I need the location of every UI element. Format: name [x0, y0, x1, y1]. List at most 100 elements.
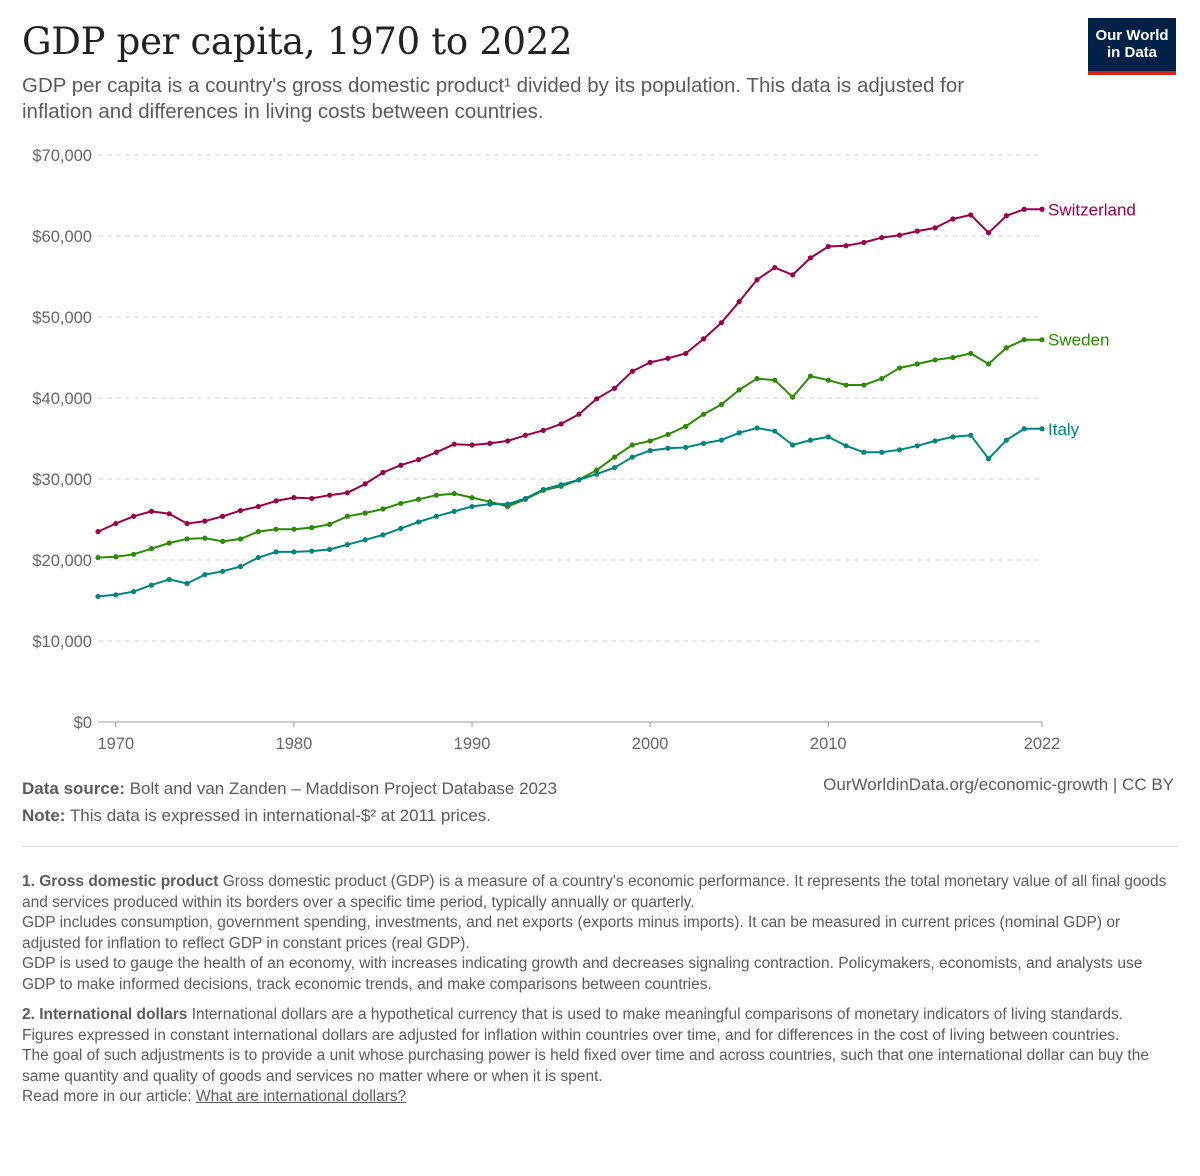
data-point-italy[interactable]	[647, 448, 653, 454]
data-point-italy[interactable]	[629, 454, 635, 460]
data-point-sweden[interactable]	[683, 423, 689, 429]
data-point-sweden[interactable]	[291, 526, 297, 532]
data-point-switzerland[interactable]	[558, 421, 564, 427]
data-point-italy[interactable]	[451, 508, 457, 514]
data-point-switzerland[interactable]	[754, 277, 760, 283]
data-point-sweden[interactable]	[433, 492, 440, 498]
data-point-italy[interactable]	[932, 438, 938, 444]
data-point-italy[interactable]	[879, 449, 885, 455]
data-point-sweden[interactable]	[932, 357, 938, 363]
data-point-sweden[interactable]	[380, 506, 386, 512]
data-point-switzerland[interactable]	[665, 355, 671, 361]
data-point-switzerland[interactable]	[469, 442, 475, 448]
data-point-sweden[interactable]	[255, 529, 261, 535]
data-point-switzerland[interactable]	[611, 385, 618, 391]
data-point-italy[interactable]	[861, 449, 867, 455]
data-point-sweden[interactable]	[968, 350, 974, 357]
data-point-sweden[interactable]	[148, 546, 155, 552]
data-point-sweden[interactable]	[825, 377, 831, 383]
data-point-sweden[interactable]	[398, 500, 404, 506]
data-point-italy[interactable]	[985, 456, 992, 462]
data-point-switzerland[interactable]	[131, 513, 137, 519]
data-point-italy[interactable]	[522, 495, 529, 502]
data-point-switzerland[interactable]	[184, 520, 190, 527]
data-point-italy[interactable]	[754, 425, 760, 431]
data-point-sweden[interactable]	[790, 394, 796, 400]
data-point-switzerland[interactable]	[362, 481, 368, 487]
data-point-switzerland[interactable]	[166, 511, 172, 517]
data-point-italy[interactable]	[148, 582, 155, 588]
series-line-italy[interactable]	[97, 427, 1042, 598]
data-point-sweden[interactable]	[896, 365, 903, 371]
data-point-italy[interactable]	[611, 465, 618, 471]
data-point-switzerland[interactable]	[807, 255, 814, 261]
data-point-switzerland[interactable]	[647, 359, 653, 365]
data-point-switzerland[interactable]	[1021, 206, 1027, 212]
data-point-sweden[interactable]	[861, 382, 867, 388]
data-point-italy[interactable]	[558, 482, 564, 488]
data-point-sweden[interactable]	[166, 540, 172, 546]
data-point-switzerland[interactable]	[451, 441, 457, 447]
data-point-switzerland[interactable]	[505, 438, 511, 444]
data-point-switzerland[interactable]	[522, 432, 529, 438]
data-point-italy[interactable]	[416, 519, 422, 525]
data-point-switzerland[interactable]	[896, 232, 903, 238]
data-point-switzerland[interactable]	[914, 228, 920, 234]
data-point-italy[interactable]	[718, 437, 724, 443]
data-point-italy[interactable]	[505, 501, 511, 507]
data-point-switzerland[interactable]	[148, 508, 155, 514]
data-point-sweden[interactable]	[1021, 337, 1027, 343]
footer-url-license[interactable]: OurWorldinData.org/economic-growth | CC …	[823, 775, 1174, 794]
data-point-italy[interactable]	[914, 443, 920, 449]
data-point-italy[interactable]	[825, 434, 831, 440]
data-point-switzerland[interactable]	[237, 507, 244, 514]
data-point-italy[interactable]	[807, 437, 814, 443]
data-point-switzerland[interactable]	[932, 225, 938, 231]
data-point-switzerland[interactable]	[416, 456, 422, 463]
data-point-italy[interactable]	[398, 525, 404, 532]
data-point-italy[interactable]	[736, 430, 742, 436]
data-point-italy[interactable]	[540, 486, 546, 493]
data-point-italy[interactable]	[202, 571, 208, 578]
data-point-italy[interactable]	[968, 432, 974, 438]
international-dollars-link[interactable]: What are international dollars?	[196, 1088, 407, 1105]
data-point-italy[interactable]	[772, 428, 778, 434]
data-point-italy[interactable]	[380, 532, 386, 538]
data-point-sweden[interactable]	[309, 525, 315, 531]
data-point-sweden[interactable]	[950, 354, 956, 361]
data-point-italy[interactable]	[113, 592, 119, 598]
data-point-italy[interactable]	[326, 546, 333, 553]
data-point-sweden[interactable]	[95, 554, 101, 561]
data-point-sweden[interactable]	[113, 554, 119, 560]
data-point-switzerland[interactable]	[273, 498, 279, 504]
data-point-italy[interactable]	[255, 554, 261, 561]
data-point-italy[interactable]	[469, 503, 475, 510]
data-point-switzerland[interactable]	[202, 518, 208, 524]
data-point-sweden[interactable]	[594, 467, 600, 473]
data-point-sweden[interactable]	[611, 454, 618, 460]
data-point-sweden[interactable]	[1003, 345, 1009, 351]
data-point-sweden[interactable]	[647, 438, 653, 444]
data-point-italy[interactable]	[220, 568, 226, 574]
data-point-italy[interactable]	[843, 443, 849, 449]
data-point-italy[interactable]	[95, 593, 101, 600]
data-point-sweden[interactable]	[237, 536, 244, 542]
data-point-switzerland[interactable]	[95, 529, 101, 535]
data-point-switzerland[interactable]	[398, 462, 404, 468]
data-point-switzerland[interactable]	[433, 449, 440, 455]
data-point-switzerland[interactable]	[825, 243, 831, 250]
data-point-italy[interactable]	[291, 549, 297, 555]
data-point-sweden[interactable]	[202, 535, 208, 541]
data-point-switzerland[interactable]	[594, 396, 600, 402]
data-point-switzerland[interactable]	[700, 336, 707, 342]
data-point-sweden[interactable]	[131, 551, 137, 557]
data-point-sweden[interactable]	[273, 526, 279, 532]
data-point-sweden[interactable]	[220, 538, 226, 544]
data-point-italy[interactable]	[683, 444, 689, 451]
data-point-sweden[interactable]	[985, 361, 992, 367]
data-point-italy[interactable]	[237, 563, 244, 570]
data-point-sweden[interactable]	[665, 431, 671, 438]
data-point-switzerland[interactable]	[736, 299, 742, 305]
data-point-switzerland[interactable]	[380, 469, 386, 476]
data-point-italy[interactable]	[344, 542, 350, 548]
